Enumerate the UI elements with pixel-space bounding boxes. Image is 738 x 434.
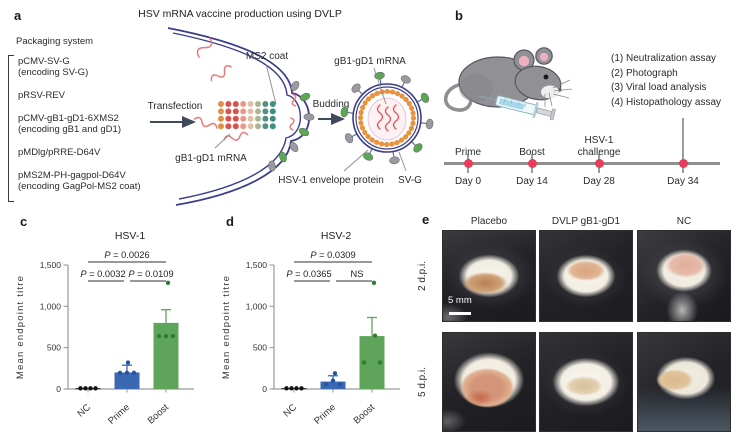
packaging-bracket — [8, 55, 14, 202]
packaging-title: Packaging system — [16, 36, 94, 47]
mrna-virus-label: gB1-gD1 mRNA — [334, 56, 406, 67]
panel-d-label: d — [226, 214, 234, 229]
svg-text:NS: NS — [351, 269, 364, 279]
svg-text:Boost: Boost — [146, 402, 172, 427]
timeline-dot — [594, 159, 604, 168]
budding-label: Budding — [313, 99, 350, 110]
ms2-pointer-line — [265, 63, 277, 105]
svg-text:P = 0.0309: P = 0.0309 — [310, 250, 355, 260]
photo-dvlp-2dpi — [539, 230, 633, 322]
svg-text:Mean endpoint titre: Mean endpoint titre — [221, 275, 232, 379]
envelope-protein-label: HSV-1 envelope protein — [278, 175, 384, 186]
chart-hsv1: HSV-1 Mean endpoint titre 0 500 1,000 1,500 NC… — [15, 230, 194, 427]
assay-list: (1) Neutralization assay (2) Photograph … — [611, 52, 721, 110]
photo-placebo-2dpi: 5 mm — [442, 230, 536, 322]
panel-b-label: b — [455, 8, 463, 23]
svg-text:P = 0.0026: P = 0.0026 — [104, 250, 149, 260]
plasmid-item: pMS2M-PH-gagpol-D64V (encoding GagPol-MS… — [18, 170, 141, 192]
budding-proteins — [268, 81, 315, 172]
plasmid-item: pCMV-gB1-gD1-6XMS2 (encoding gB1 and gD1… — [18, 113, 121, 135]
svg-text:1,500: 1,500 — [40, 260, 62, 270]
svg-text:0: 0 — [262, 384, 267, 394]
scale-bar — [449, 311, 471, 315]
virus-mrna — [376, 104, 400, 132]
mouse-tail — [443, 82, 473, 112]
panel-e-label: e — [422, 212, 430, 227]
panel-a-label: a — [14, 8, 22, 23]
mouse-whiskers — [544, 79, 573, 107]
svg-text:Mean endpoint titre: Mean endpoint titre — [15, 275, 26, 379]
syringe-icon — [478, 95, 556, 121]
photo-nc-2dpi — [637, 230, 731, 322]
svg-pointer-line — [398, 151, 407, 172]
column-header-nc: NC — [676, 216, 692, 227]
mouse-eye — [543, 74, 549, 80]
photo-nc-5dpi — [637, 332, 731, 432]
panel-a-title: HSV mRNA vaccine production using DVLP — [138, 8, 342, 20]
virus-illustration — [340, 71, 434, 165]
scale-bar-label: 5 mm — [448, 295, 472, 306]
photo-dvlp-5dpi — [539, 332, 633, 432]
assay-item: (2) Photograph — [611, 67, 678, 79]
mrna-virus-pointer-line — [373, 67, 387, 105]
timeline: Prime Day 0 Boost Day 14 HSV-1 challenge… — [440, 112, 736, 207]
column-header-dvlp: DVLP gB1-gD1 — [551, 216, 621, 227]
row-label-5dpi: 5 d.p.i. — [417, 366, 428, 398]
row-label-2dpi: 2 d.p.i. — [417, 260, 428, 292]
column-header-placebo: Placebo — [470, 216, 508, 227]
svg-text:Prime: Prime — [312, 402, 338, 427]
plasmid-item: pRSV-REV — [18, 90, 65, 101]
mouse-illustration — [443, 47, 573, 121]
chart-hsv2: HSV-2 Mean endpoint titre 0 500 1,000 1,500 NC… — [221, 230, 400, 427]
plasmid-item: pCMV-SV-G (encoding SV-G) — [18, 56, 89, 78]
assay-item: (4) Histopathology assay — [611, 96, 722, 108]
photo-panel: e Placebo DVLP gB1-gD1 NC 2 d.p.i. 5 d.p… — [417, 212, 738, 434]
timeline-dot — [463, 159, 473, 168]
panel-c-label: c — [20, 214, 28, 229]
svg-text:1,000: 1,000 — [246, 301, 268, 311]
assay-item: (1) Neutralization assay — [611, 53, 717, 64]
photo-placebo-5dpi — [442, 332, 536, 432]
gagpol-dot-grid — [218, 101, 276, 130]
svg-text:P = 0.0365: P = 0.0365 — [286, 269, 331, 279]
svg-text:P = 0.0032: P = 0.0032 — [80, 269, 125, 279]
ms2-capsid-ring — [358, 89, 416, 147]
svg-protein-label: SV-G — [398, 175, 422, 186]
mrna-cell-label: gB1-gD1 mRNA — [175, 153, 247, 164]
svg-text:1,500: 1,500 — [246, 260, 268, 270]
svg-text:0: 0 — [56, 384, 61, 394]
mrna-cell-pointer-line — [214, 133, 231, 149]
transfection-label: Transfection — [148, 101, 203, 112]
svg-text:500: 500 — [47, 343, 61, 353]
assay-item: (3) Viral load analysis — [611, 82, 707, 93]
timeline-line — [444, 162, 720, 165]
svg-text:Prime: Prime — [106, 402, 132, 427]
virus-spikes — [340, 71, 434, 165]
svg-text:NC: NC — [281, 402, 299, 419]
svg-text:NC: NC — [75, 402, 93, 419]
svg-text:1,000: 1,000 — [40, 301, 62, 311]
diagram-illustration: Transfection MS2 coat gB1-gD1 mRNA — [148, 27, 573, 206]
svg-text:500: 500 — [253, 343, 267, 353]
timeline-dot — [527, 159, 537, 168]
svg-text:HSV-2: HSV-2 — [321, 230, 352, 242]
packaging-system: Packaging system pCMV-SV-G (encoding SV-… — [16, 36, 166, 192]
ms2-coat-label: MS2 coat — [246, 51, 288, 62]
envelope-pointer-line — [343, 149, 369, 172]
svg-text:HSV-1: HSV-1 — [115, 230, 146, 242]
svg-text:Boost: Boost — [352, 402, 378, 427]
plasmid-item: pMDlg/pRRE-D64V — [18, 147, 101, 158]
svg-text:P = 0.0109: P = 0.0109 — [128, 269, 173, 279]
timeline-dot — [678, 159, 688, 168]
cell-illustration — [167, 27, 315, 206]
